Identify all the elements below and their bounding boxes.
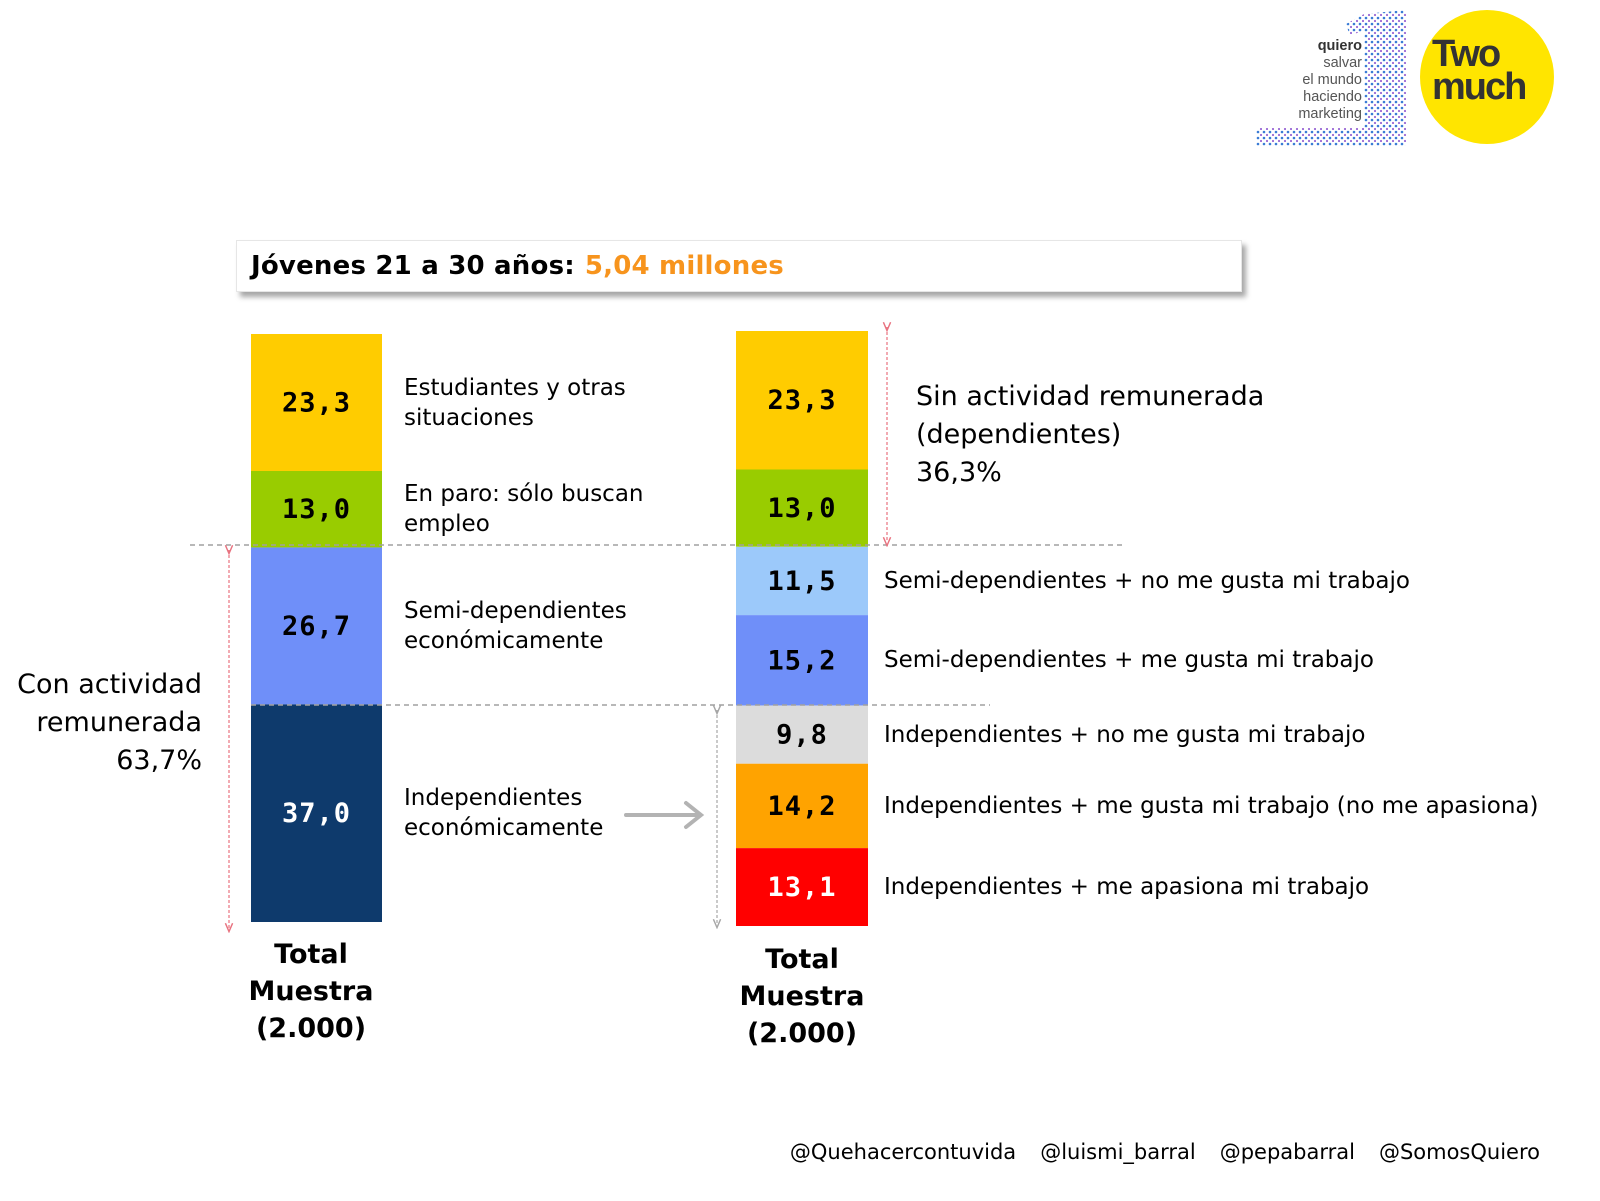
- segment-description: En paro: sólo buscan empleo: [404, 479, 704, 539]
- footer-handle: @pepabarral: [1219, 1140, 1355, 1164]
- footer-handle: @luismi_barral: [1040, 1140, 1196, 1164]
- bar-segment-right-3: [736, 615, 868, 706]
- annotation-line: Sin actividad remunerada: [916, 381, 1265, 412]
- bar-segment-left-2: [251, 547, 382, 705]
- quiero-line: marketing: [1298, 106, 1362, 122]
- footer-handle: @SomosQuiero: [1378, 1140, 1540, 1164]
- bar-segment-left-3: [251, 704, 382, 922]
- quiero-line: el mundo: [1302, 72, 1362, 88]
- segment-value-label: 11,5: [767, 566, 836, 597]
- segment-description-line: situaciones: [404, 404, 534, 431]
- bar-segment-left-1: [251, 471, 382, 548]
- segment-description: Independientes + no me gusta mi trabajo: [884, 720, 1584, 750]
- segment-description: Semi-dependientes + me gusta mi trabajo: [884, 645, 1584, 675]
- category-label-line: Muestra: [248, 976, 374, 1007]
- annotation-line: remunerada: [36, 707, 202, 738]
- segment-value-label: 37,0: [282, 798, 351, 829]
- segment-description-line: Semi-dependientes + no me gusta mi traba…: [884, 567, 1410, 594]
- twomuch-word: much: [1432, 66, 1527, 108]
- category-label: Total Muestra (2.000): [221, 936, 401, 1047]
- chart-title: Jóvenes 21 a 30 años:: [251, 251, 575, 281]
- quiero-line: haciendo: [1303, 89, 1362, 105]
- segment-description-line: Independientes + me gusta mi trabajo (no…: [884, 792, 1539, 819]
- segment-description-line: Semi-dependientes + me gusta mi trabajo: [884, 647, 1374, 674]
- category-label-line: (2.000): [746, 1018, 858, 1049]
- category-label-line: (2.000): [255, 1013, 367, 1044]
- bar-segment-right-1: [736, 469, 868, 547]
- segment-description-line: Semi-dependientes: [404, 597, 627, 624]
- segment-description: Independientes + me apasiona mi trabajo: [884, 872, 1584, 902]
- bar-segment-right-5: [736, 763, 868, 849]
- annotation-line: (dependientes): [916, 419, 1122, 450]
- footer-handle: @Quehacercontuvida: [789, 1140, 1017, 1164]
- category-label-line: Total: [274, 939, 348, 970]
- segment-value-label: 9,8: [776, 720, 828, 751]
- category-label: Total Muestra (2.000): [712, 941, 892, 1052]
- category-label-line: Total: [765, 944, 839, 975]
- twomuch-word: Two: [1432, 33, 1501, 75]
- quiero-logo: quiero salvar el mundo haciendo marketin…: [1256, 10, 1408, 146]
- segment-description-line: Independientes: [404, 785, 583, 812]
- annotation-line: Con actividad: [17, 669, 202, 700]
- bar-segment-right-2: [736, 546, 868, 616]
- right-arrow-icon: [624, 801, 705, 829]
- bar-segment-right-4: [736, 705, 868, 764]
- category-label-line: Muestra: [739, 981, 865, 1012]
- segment-value-label: 13,0: [767, 493, 836, 524]
- segment-value-label: 23,3: [767, 385, 836, 416]
- segment-value-label: 13,1: [767, 872, 836, 903]
- segment-description: Independientes económicamente: [404, 783, 704, 843]
- segment-value-label: 15,2: [767, 645, 836, 676]
- con-actividad-annotation: Con actividad remunerada 63,7%: [0, 666, 202, 780]
- segment-description: Semi-dependientes económicamente: [404, 596, 704, 656]
- footer-handles: @Quehacercontuvida @luismi_barral @pepab…: [760, 1140, 1540, 1164]
- segment-description-line: económicamente: [404, 815, 604, 842]
- segment-description-line: Independientes + no me gusta mi trabajo: [884, 721, 1366, 748]
- quiero-line: salvar: [1323, 55, 1362, 71]
- chart-title-highlight: 5,04 millones: [584, 251, 784, 281]
- segment-value-label: 26,7: [282, 611, 351, 642]
- segment-value-label: 23,3: [282, 388, 351, 419]
- segment-description: Semi-dependientes + no me gusta mi traba…: [884, 566, 1584, 596]
- bar-segment-right-6: [736, 848, 868, 926]
- segment-description-line: Estudiantes y otras: [404, 374, 626, 401]
- segment-description-line: empleo: [404, 511, 490, 538]
- annotation-line: 63,7%: [116, 745, 202, 776]
- segment-value-label: 13,0: [282, 494, 351, 525]
- chart-title-box: Jóvenes 21 a 30 años: 5,04 millones: [236, 240, 1242, 292]
- sin-actividad-annotation: Sin actividad remunerada (dependientes) …: [916, 378, 1264, 492]
- segment-description-line: En paro: sólo buscan: [404, 481, 644, 508]
- bar-segment-right-0: [736, 331, 868, 470]
- quiero-line: quiero: [1317, 38, 1362, 54]
- segment-description: Independientes + me gusta mi trabajo (no…: [884, 791, 1584, 821]
- annotation-line: 36,3%: [916, 457, 1002, 488]
- segment-value-label: 14,2: [767, 791, 836, 822]
- segment-description: Estudiantes y otras situaciones: [404, 373, 704, 433]
- segment-description-line: económicamente: [404, 627, 604, 654]
- twomuch-logo: Two much: [1420, 10, 1554, 144]
- segment-description-line: Independientes + me apasiona mi trabajo: [884, 874, 1370, 901]
- bar-segment-left-0: [251, 334, 382, 472]
- dotted-one-logo-mark: [1256, 10, 1406, 146]
